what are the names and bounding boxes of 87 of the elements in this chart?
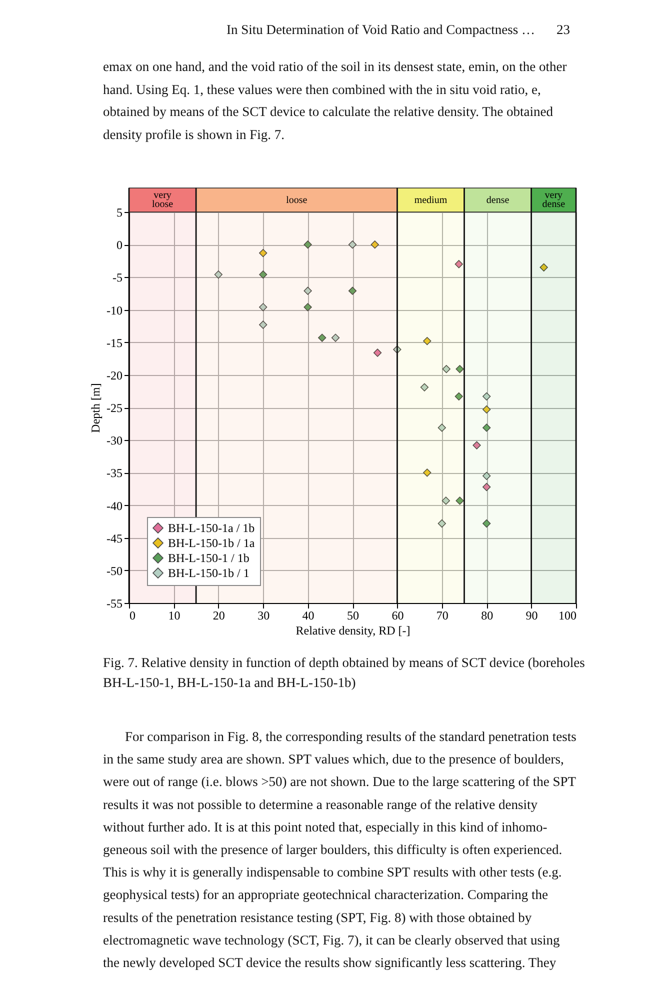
point [423,468,432,477]
legend-label: BH-L-150-1a / 1b [168,521,255,535]
caption: Fig. 7. Relative density in function of depth obtained by means of SCT device (boreholes [103,655,585,670]
text: electromagnetic wave technology (SCT, Fig. 7), it can be clearly observed that using [103,932,560,948]
x-tick-label: 20 [212,608,225,622]
point [438,424,446,432]
band-label: loose [286,195,308,206]
point [304,286,312,295]
band-label: very dense [542,190,566,210]
y-tick-label: -45 [106,531,122,546]
x-tick-label: 50 [347,608,359,622]
y-tick-label: -5 [112,270,122,285]
point [259,320,268,329]
y-tick-label: -40 [106,498,122,513]
point [482,405,491,414]
y-tick-label: 5 [116,206,122,220]
point [472,441,481,450]
point [259,303,268,312]
y-tick-label: 0 [116,238,122,252]
text: emax on one hand, and the void ratio of the soil in its densest state, emin, on the other [103,59,568,74]
text: BH-L-150-1, BH-L-150-1a and BH-L-150-1b) [103,675,356,690]
x-tick-label: 80 [481,608,494,622]
text: geophysical tests) for an appropriate geotechnical characterization. Comparing the [103,887,548,902]
point [482,424,491,432]
x-tick-label: 30 [258,608,270,622]
point [442,496,450,505]
point [540,263,548,272]
point [318,334,326,342]
band-label: dense [486,195,510,206]
text: results of the penetration resistance testing (SPT, Fig. 8) with those obtained by [103,910,532,925]
point [259,270,268,279]
point [370,240,379,249]
point [454,260,463,268]
point [456,364,464,374]
y-tick-label: -25 [106,401,122,415]
y-tick-label: -15 [106,336,122,350]
point [214,270,222,279]
point [482,472,491,480]
x-tick-label: 70 [436,608,448,622]
y-tick-label: -10 [106,303,122,318]
text: For comparison in Fig. 8, the corresponding results of the standard penetration tests [125,729,576,744]
text: geneous soil with the presence of larger boulders, this difficulty is often experienced. [103,842,562,857]
text: 23 [556,22,570,37]
point [304,240,312,249]
y-tick-label: -55 [106,596,122,610]
point [331,334,340,342]
point [423,336,432,346]
text: obtained by means of the SCT device to calculate the relative density. The obtained [103,104,554,119]
text: hand. Using Eq. 1, these values were then combined with the in situ void ratio, e, [103,82,541,97]
band-label: very loose [152,190,174,210]
text: results it was not possible to determine a reasonable range of the relative density [103,796,538,812]
text: the newly developed SCT device the results show significantly less scattering. They [103,955,556,970]
x-tick-label: 100 [558,608,576,622]
text: In Situ Determination of Void Ratio and Compactness … [226,22,535,37]
y-tick-label: -35 [106,466,122,480]
x-tick-label: 0 [130,608,136,622]
x-axis-title: Relative density, RD [-] [296,624,410,638]
text: density profile is shown in Fig. 7. [103,127,284,142]
point [438,519,446,528]
y-tick-label: -50 [106,564,122,578]
point [482,392,491,400]
point [304,303,312,312]
text: in the same study area are shown. SPT values which, due to the presence of boulders, [103,752,564,767]
legend-label: BH-L-150-1b / 1a [168,536,256,550]
y-axis-title: Depth [m] [88,383,103,433]
band-label: medium [414,195,448,206]
text: were out of range (i.e. blows >50) are not shown. Due to the large scattering of the SPT [103,774,577,790]
legend-label: BH-L-150-1b / 1 [168,566,250,580]
x-tick-label: 90 [526,608,538,622]
text: without further ado. It is at this point noted that, especially in this kind of inhomo- [103,819,548,834]
point [482,519,491,528]
point [348,240,357,249]
y-tick-label: -20 [106,368,122,382]
x-tick-label: 60 [392,608,404,622]
y-tick-label: -30 [106,434,122,448]
point [373,348,382,357]
text: This is why it is generally indispensable to combine SPT results with other tests (e.g. [103,864,562,880]
point [454,392,463,400]
point [442,364,450,374]
x-tick-label: 40 [302,608,314,622]
point [259,248,268,258]
legend-label: BH-L-150-1 / 1b [168,551,250,565]
point [482,482,491,492]
x-tick-label: 10 [168,608,180,622]
point [456,496,464,505]
point [420,383,429,392]
point [348,286,357,295]
